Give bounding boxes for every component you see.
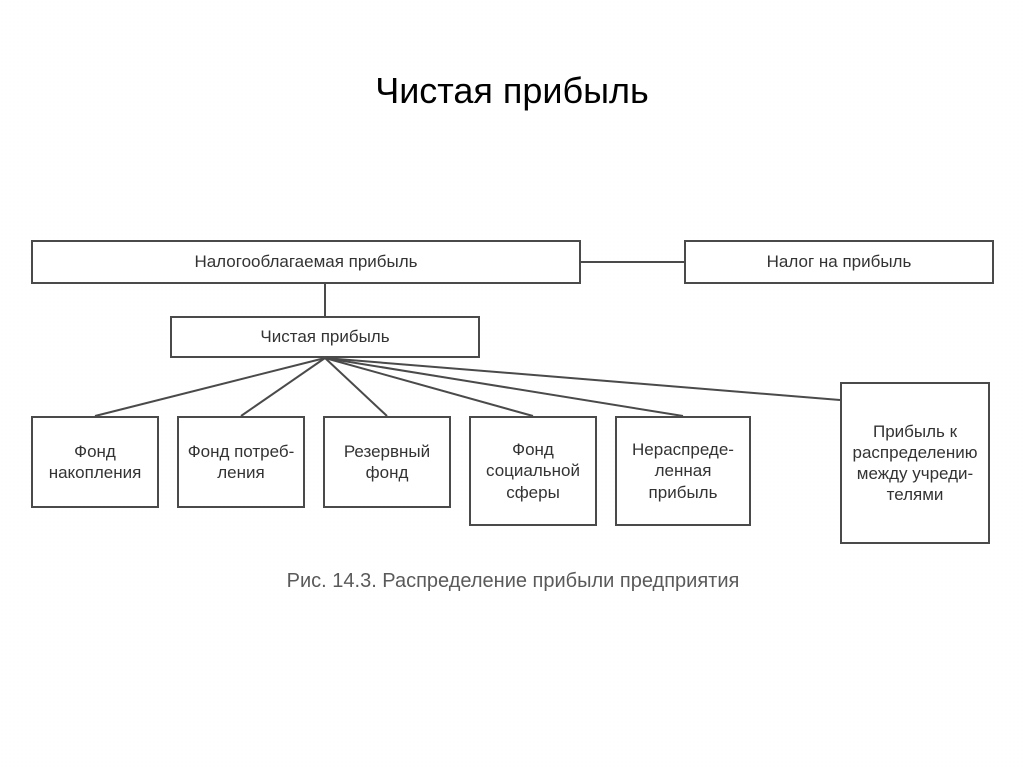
figure-caption: Рис. 14.3. Распределение прибыли предпри… bbox=[128, 570, 898, 593]
page-title: Чистая прибыль bbox=[0, 70, 1024, 112]
edge-net-to-social bbox=[325, 358, 533, 416]
edge-net-to-consum bbox=[241, 358, 325, 416]
node-reserve-fund: Резерв­ный фонд bbox=[323, 416, 451, 508]
node-profit-tax: Налог на прибыль bbox=[684, 240, 994, 284]
edge-net-to-reserve bbox=[325, 358, 387, 416]
node-label: Фонд потреб­ления bbox=[187, 441, 295, 484]
node-social-fund: Фонд социаль­ной сферы bbox=[469, 416, 597, 526]
node-consumption-fund: Фонд потреб­ления bbox=[177, 416, 305, 508]
edge-net-to-dist bbox=[325, 358, 840, 400]
node-label: Налогооблагаемая прибыль bbox=[194, 251, 417, 272]
node-distribution-profit: Прибыль к распре­делению между учреди­те… bbox=[840, 382, 990, 544]
node-label: Нерас­преде­ленная прибыль bbox=[625, 439, 741, 503]
node-retained-profit: Нерас­преде­ленная прибыль bbox=[615, 416, 751, 526]
node-label: Налог на прибыль bbox=[767, 251, 912, 272]
node-net-profit: Чистая прибыль bbox=[170, 316, 480, 358]
node-label: Фонд накопле­ния bbox=[41, 441, 149, 484]
node-taxable-profit: Налогооблагаемая прибыль bbox=[31, 240, 581, 284]
node-accumulation-fund: Фонд накопле­ния bbox=[31, 416, 159, 508]
node-label: Фонд социаль­ной сферы bbox=[479, 439, 587, 503]
edge-net-to-accum bbox=[95, 358, 325, 416]
edge-net-to-retained bbox=[325, 358, 683, 416]
node-label: Чистая прибыль bbox=[260, 326, 389, 347]
node-label: Резерв­ный фонд bbox=[333, 441, 441, 484]
node-label: Прибыль к распре­делению между учреди­те… bbox=[850, 421, 980, 506]
